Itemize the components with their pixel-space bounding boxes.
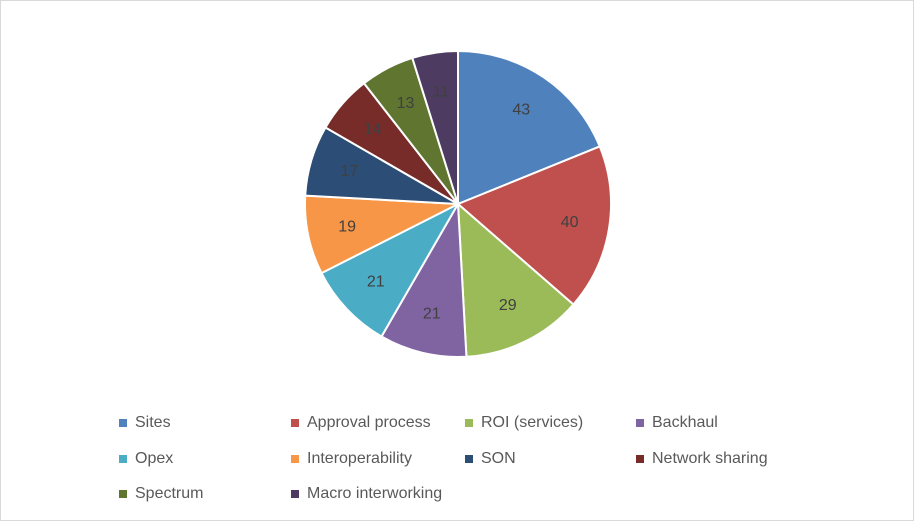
data-label-macro-interworking: 11 xyxy=(433,84,450,101)
legend-label: Backhaul xyxy=(652,414,718,431)
legend-swatch xyxy=(291,455,299,463)
legend-swatch xyxy=(119,490,127,498)
data-label-network-sharing: 14 xyxy=(364,121,382,138)
legend-label: Macro interworking xyxy=(307,485,443,502)
legend-swatch xyxy=(291,419,299,427)
legend-item-backhaul: Backhaul xyxy=(636,411,718,435)
legend-label: Opex xyxy=(135,450,174,467)
legend-swatch xyxy=(291,490,299,498)
legend-label: Spectrum xyxy=(135,485,204,502)
legend-label: Sites xyxy=(135,414,171,431)
legend-item-son: SON xyxy=(465,447,516,471)
data-label-interoperability: 19 xyxy=(338,219,356,236)
legend-item-approval-process: Approval process xyxy=(291,411,431,435)
data-label-sites: 43 xyxy=(512,102,530,119)
pie-slice-macro-interworking xyxy=(411,49,459,205)
pie-slice-opex xyxy=(320,201,461,338)
legend-item-sites: Sites xyxy=(119,411,171,435)
legend-swatch xyxy=(119,455,127,463)
legend-swatch xyxy=(636,419,644,427)
data-label-opex: 21 xyxy=(367,273,385,290)
legend-item-macro-interworking: Macro interworking xyxy=(291,482,442,506)
legend-swatch xyxy=(119,419,127,427)
legend-swatch xyxy=(465,419,473,427)
legend-swatch xyxy=(465,455,473,463)
data-label-spectrum: 13 xyxy=(397,95,415,112)
legend-label: ROI (services) xyxy=(481,414,584,431)
legend-label: Network sharing xyxy=(652,450,768,467)
legend-item-interoperability: Interoperability xyxy=(291,447,412,471)
legend-label: SON xyxy=(481,450,516,467)
pie-slice-roi-services xyxy=(456,201,575,358)
data-label-son: 17 xyxy=(341,163,359,180)
legend-item-roi-services: ROI (services) xyxy=(465,411,583,435)
data-label-roi-services: 29 xyxy=(499,297,517,314)
pie-slice-approval-process xyxy=(456,145,612,306)
legend-item-network-sharing: Network sharing xyxy=(636,447,768,471)
legend-label: Approval process xyxy=(307,414,431,431)
legend-item-opex: Opex xyxy=(119,447,173,471)
legend-label: Interoperability xyxy=(307,450,412,467)
data-label-approval-process: 40 xyxy=(561,214,579,231)
pie-slice-backhaul xyxy=(380,200,468,358)
legend-swatch xyxy=(636,455,644,463)
legend-item-spectrum: Spectrum xyxy=(119,482,203,506)
pie-slice-sites xyxy=(457,49,602,206)
data-label-backhaul: 21 xyxy=(423,306,441,323)
